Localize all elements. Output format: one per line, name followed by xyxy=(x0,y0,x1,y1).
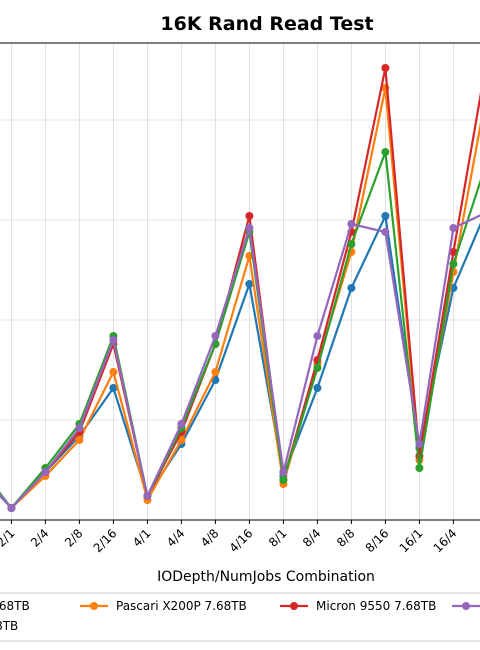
x-tick-label: 2/16 xyxy=(91,526,120,555)
data-point xyxy=(449,224,458,232)
x-tick-label: 4/4 xyxy=(164,526,188,550)
data-point xyxy=(449,248,458,256)
legend-label: 1 7.68TB xyxy=(0,599,30,613)
data-point xyxy=(245,280,254,288)
legend: 1 7.68TB Pascari X200P 7.68TB Micron 9550 … xyxy=(0,592,480,642)
x-tick-label: 8/8 xyxy=(334,526,358,550)
series-5 xyxy=(0,214,480,512)
legend-entry: 7.68TB xyxy=(0,619,18,633)
x-tick-label: 4/8 xyxy=(198,526,222,550)
data-point xyxy=(211,332,220,340)
legend-box xyxy=(0,592,480,642)
x-axis-label: IODepth/NumJobs Combination xyxy=(157,569,375,585)
legend-swatch-marker xyxy=(90,602,98,610)
legend-label: Pascari X200P 7.68TB xyxy=(116,599,247,613)
x-tick-label: 4/16 xyxy=(227,526,256,555)
data-point xyxy=(109,384,118,392)
data-point xyxy=(211,368,220,376)
data-point xyxy=(177,420,186,428)
x-tick-label: 2/4 xyxy=(28,526,52,550)
data-point xyxy=(279,468,288,476)
data-point xyxy=(109,336,118,344)
data-point xyxy=(245,212,254,220)
legend-label: 7.68TB xyxy=(0,619,18,633)
data-point xyxy=(279,476,288,484)
data-point xyxy=(75,436,84,444)
data-point xyxy=(449,260,458,268)
x-tick-label: 2/1 xyxy=(0,526,18,550)
x-tick-label: 8/16 xyxy=(363,526,392,555)
legend-label: Micron 9550 7.68TB xyxy=(316,599,436,613)
x-tick-label: 4/1 xyxy=(130,526,154,550)
x-tick-label: 16/4 xyxy=(431,526,460,555)
legend-entry: Pascari X200P 7.68TB xyxy=(80,599,247,613)
data-point xyxy=(109,368,118,376)
data-point xyxy=(381,228,390,236)
data-point xyxy=(143,492,152,500)
x-tick-label: 2/8 xyxy=(62,526,86,550)
chart-title: 16K Rand Read Test xyxy=(160,13,373,35)
x-tick-labels: 2/1 2/4 2/8 2/16 4/1 4/4 4/8 4/16 8/1 8/4 8/8 8/16 1… xyxy=(0,520,460,555)
data-point xyxy=(75,424,84,432)
legend-swatch-marker xyxy=(462,602,470,610)
data-point xyxy=(313,364,322,372)
x-tick-label: 8/4 xyxy=(300,526,324,550)
data-point xyxy=(381,212,390,220)
data-point xyxy=(381,148,390,156)
data-point xyxy=(347,284,356,292)
data-point xyxy=(245,224,254,232)
data-point xyxy=(41,468,50,476)
data-point xyxy=(313,384,322,392)
data-point xyxy=(347,220,356,228)
legend-swatch-marker xyxy=(290,602,298,610)
data-point xyxy=(7,504,16,512)
data-point xyxy=(313,332,322,340)
x-tick-label: 16/1 xyxy=(397,526,426,555)
data-point xyxy=(347,240,356,248)
x-tick-label: 8/1 xyxy=(266,526,290,550)
legend-entry xyxy=(452,602,480,610)
series-layer xyxy=(0,64,480,512)
legend-entry: Micron 9550 7.68TB xyxy=(280,599,436,613)
plot-frame xyxy=(0,42,480,521)
data-point xyxy=(415,440,424,448)
legend-entry: 1 7.68TB xyxy=(0,599,30,613)
data-point xyxy=(415,464,424,472)
data-point xyxy=(381,64,390,72)
